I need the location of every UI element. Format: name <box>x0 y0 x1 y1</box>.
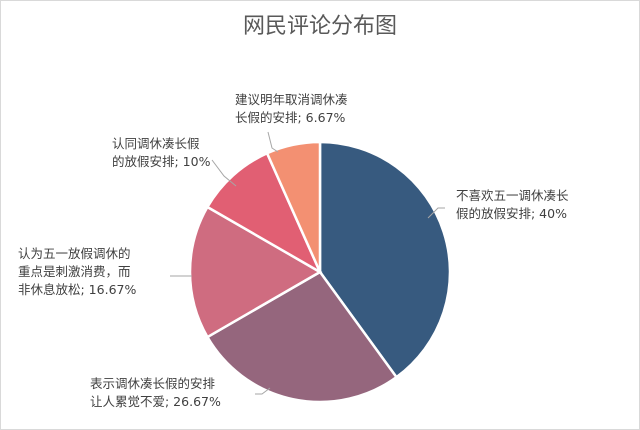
leader-line-4 <box>267 131 279 153</box>
slice-label-1-line-0: 表示调休凑长假的安排 <box>90 376 216 391</box>
slice-label-3: 认同调休凑长假的放假安排; 10% <box>112 136 211 169</box>
slice-label-1-line-1: 让人累觉不爱; 26.67% <box>90 394 221 409</box>
slice-label-2-line-0: 认为五一放假调休的 <box>18 246 131 261</box>
pie-slice-0 <box>318 140 452 379</box>
chart-title: 网民评论分布图 <box>242 14 397 39</box>
pie-slice-4 <box>265 140 322 273</box>
slice-label-4-line-0: 建议明年取消调休凑 <box>235 92 348 107</box>
slice-label-4-line-1: 长假的安排; 6.67% <box>235 110 346 125</box>
leader-line-3 <box>211 159 237 187</box>
pie-slice-2 <box>188 205 323 339</box>
slice-label-2-line-2: 非休息放松; 16.67% <box>18 282 136 297</box>
pie-slice-3 <box>205 151 323 276</box>
slice-label-0-line-1: 假的放假安排; 40% <box>456 206 567 221</box>
leader-line-1 <box>255 387 271 395</box>
slice-label-2: 认为五一放假调休的重点是刺激消费，而非休息放松; 16.67% <box>18 246 136 297</box>
slice-label-4: 建议明年取消调休凑长假的安排; 6.67% <box>235 92 348 125</box>
slice-label-1: 表示调休凑长假的安排让人累觉不爱; 26.67% <box>90 376 221 409</box>
slice-label-0: 不喜欢五一调休凑长假的放假安排; 40% <box>456 188 569 221</box>
slice-label-0-line-0: 不喜欢五一调休凑长 <box>456 188 569 203</box>
leader-line-0 <box>427 207 445 219</box>
slice-labels: 不喜欢五一调休凑长假的放假安排; 40% 表示调休凑长假的安排让人累觉不爱; 26… <box>18 92 569 409</box>
pie-slices <box>188 140 452 404</box>
leader-lines <box>170 131 445 395</box>
slice-label-2-line-1: 重点是刺激消费，而 <box>18 264 131 279</box>
slice-label-3-line-0: 认同调休凑长假 <box>112 136 200 151</box>
slice-label-3-line-1: 的放假安排; 10% <box>112 154 211 169</box>
pie-slice-1 <box>205 270 399 404</box>
